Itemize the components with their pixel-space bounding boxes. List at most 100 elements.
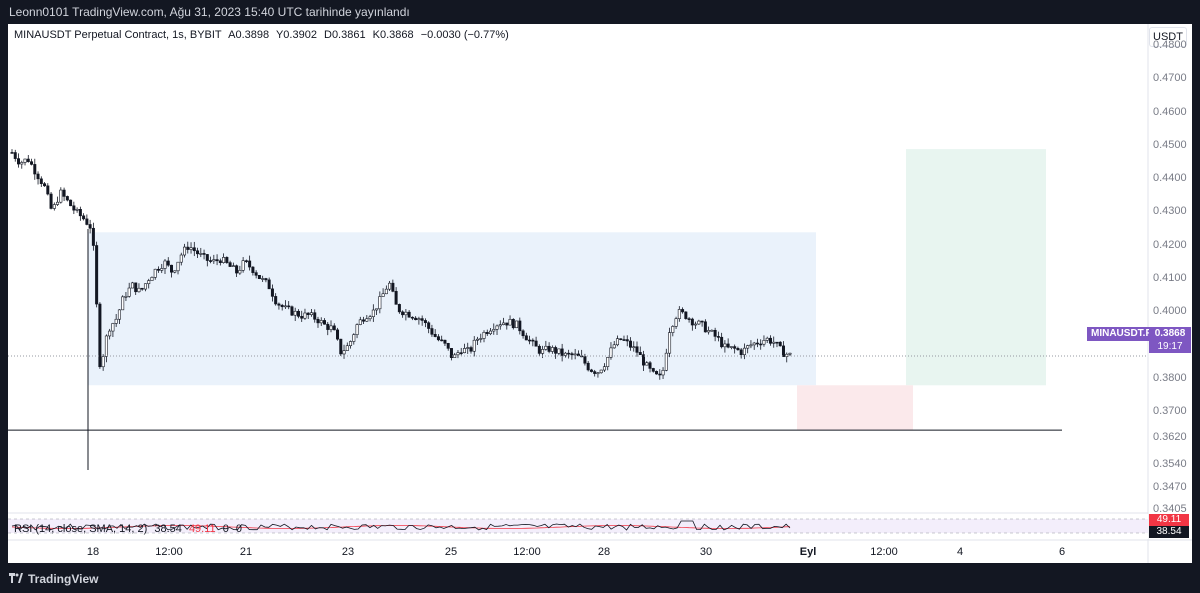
candle-body	[196, 250, 200, 255]
candle-body	[707, 330, 711, 333]
candle-body	[183, 246, 187, 256]
candle-body	[111, 323, 115, 332]
candle-body	[199, 253, 203, 255]
time-tick-label: 4	[956, 546, 964, 558]
tradingview-logo-icon[interactable]	[9, 573, 23, 583]
candle-body	[687, 318, 691, 320]
price-tick-label: 0.4500	[1153, 138, 1187, 151]
price-tick-label: 0.4400	[1153, 172, 1187, 185]
footer-brand[interactable]: TradingView	[28, 572, 99, 586]
candle-body	[554, 347, 558, 354]
time-tick-label: 12:00	[870, 546, 898, 558]
candle-body	[43, 183, 47, 187]
rsi-value-tag: 38.54	[1149, 526, 1189, 538]
candle-body	[300, 316, 304, 319]
candle-body	[336, 329, 340, 340]
candle-body	[684, 311, 688, 319]
candle-body	[482, 332, 486, 339]
candle-body	[209, 260, 213, 262]
candle-body	[407, 311, 411, 318]
candle-body	[677, 309, 681, 319]
candle-body	[489, 330, 493, 335]
candle-body	[121, 296, 125, 311]
candle-body	[563, 352, 567, 356]
candle-body	[681, 309, 685, 313]
candle-body	[466, 347, 470, 349]
candle-body	[394, 291, 398, 305]
candle-body	[485, 332, 489, 335]
price-change: −0.0030 (−0.77%)	[420, 29, 509, 41]
stop-box	[797, 385, 913, 431]
candle-body	[427, 322, 431, 329]
candle-body	[91, 227, 95, 246]
candle-body	[733, 346, 737, 349]
candle-body	[449, 348, 453, 358]
candle-body	[785, 353, 789, 357]
price-tick-label: 0.4600	[1153, 105, 1187, 118]
candle-body	[189, 247, 193, 250]
candle-body	[414, 317, 418, 321]
candle-body	[401, 311, 405, 316]
candle-body	[222, 257, 226, 263]
candle-body	[205, 254, 209, 261]
candle-body	[95, 245, 99, 305]
candle-body	[280, 304, 284, 308]
candle-body	[697, 320, 701, 325]
candle-body	[75, 209, 79, 211]
candle-body	[658, 373, 662, 376]
price-tick-label: 0.4200	[1153, 238, 1187, 251]
candle-body	[296, 310, 300, 317]
candle-body	[319, 320, 323, 324]
candle-body	[759, 343, 763, 346]
candle-body	[472, 339, 476, 352]
price-tick-label: 0.4700	[1153, 72, 1187, 85]
candle-body	[355, 324, 359, 335]
candle-body	[381, 293, 385, 297]
candle-body	[417, 318, 421, 321]
candle-body	[114, 318, 118, 324]
candle-body	[137, 287, 141, 293]
candle-body	[570, 353, 574, 356]
candle-body	[238, 270, 242, 274]
candle-body	[251, 266, 255, 273]
candle-body	[228, 262, 232, 267]
candle-body	[609, 347, 613, 358]
candle-body	[443, 339, 447, 344]
currency-button[interactable]: USDT	[1149, 27, 1187, 47]
candle-body	[700, 320, 704, 323]
candle-body	[192, 247, 196, 252]
candle-body	[20, 162, 24, 165]
candle-body	[17, 158, 21, 165]
candle-body	[104, 335, 108, 357]
candle-body	[117, 309, 121, 320]
candle-body	[277, 303, 281, 306]
symbol-legend: MINAUSDT Perpetual Contract, 1s, BYBIT A…	[14, 29, 513, 41]
candle-body	[528, 339, 532, 342]
candle-body	[26, 158, 30, 162]
time-tick-label: 21	[239, 546, 253, 558]
candle-body	[316, 318, 320, 324]
candle-body	[130, 282, 134, 289]
candle-body	[511, 319, 515, 329]
candle-body	[186, 246, 190, 250]
candle-body	[720, 336, 724, 348]
rsi-legend[interactable]: RSI (14, close, SMA, 14, 2) 38.54 49.11 …	[14, 523, 246, 535]
candle-body	[505, 322, 509, 326]
time-tick-label: Eyl	[799, 546, 817, 558]
candle-body	[531, 339, 535, 342]
candle-body	[10, 152, 14, 154]
candle-body	[69, 199, 73, 207]
price-tick-label: 0.3620	[1153, 431, 1187, 444]
candle-body	[150, 277, 154, 281]
time-tick-label: 28	[597, 546, 611, 558]
candle-body	[713, 329, 717, 337]
candle-body	[430, 328, 434, 335]
candle-body	[391, 282, 395, 292]
candle-body	[436, 336, 440, 341]
candle-body	[742, 347, 746, 356]
candle-body	[257, 275, 261, 279]
candle-body	[362, 319, 366, 322]
candle-body	[270, 288, 274, 297]
candle-body	[469, 347, 473, 352]
